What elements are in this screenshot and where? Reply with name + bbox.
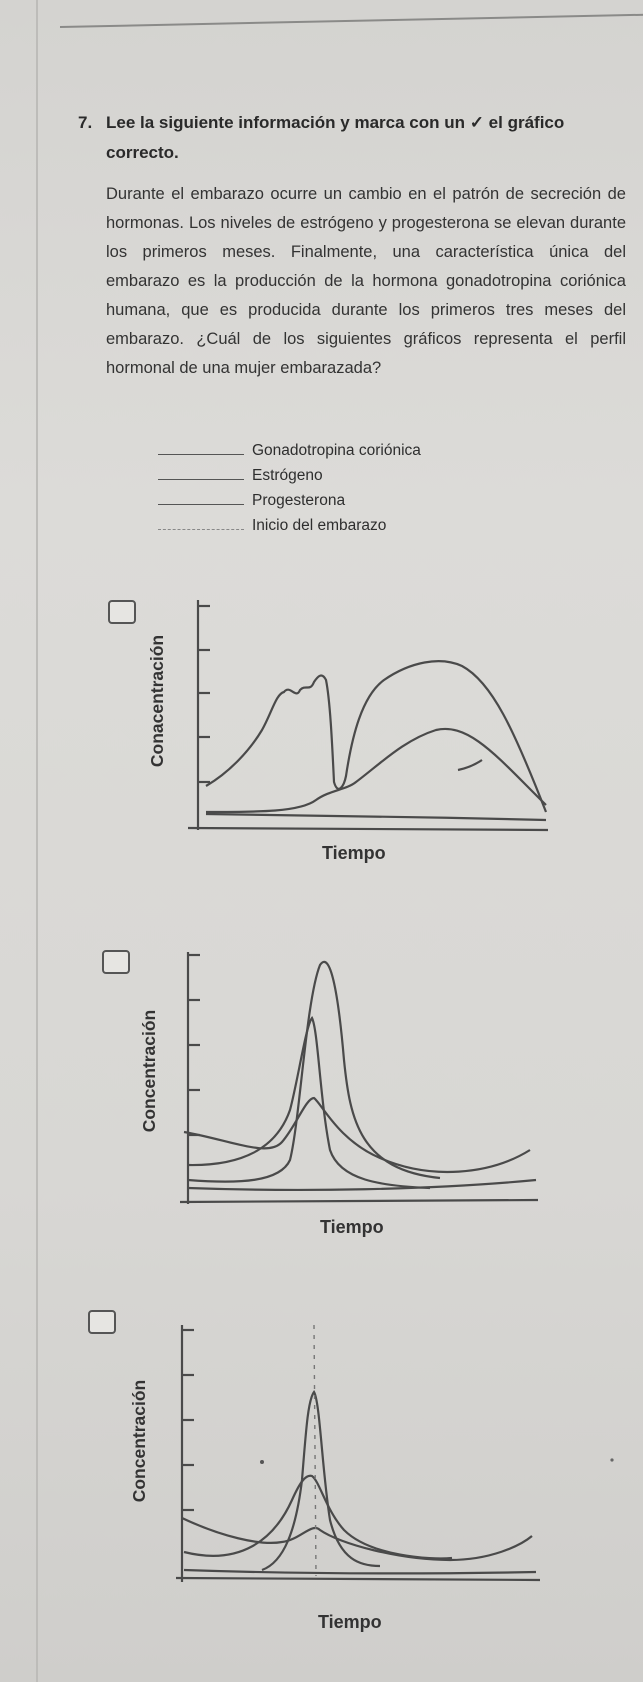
low-peak-curve [183, 1096, 531, 1173]
option-a-xlabel: Tiempo [322, 843, 386, 863]
legend-label: Estrógeno [252, 467, 323, 484]
hormone-curve-2 [205, 727, 547, 814]
legend-label: Inicio del embarazo [252, 517, 387, 534]
page-fold [36, 0, 38, 1682]
question-header: 7. Lee la siguiente información y marca … [78, 108, 618, 168]
option-b-graph [179, 952, 539, 1204]
pregnancy-start-dashed-line [313, 1324, 317, 1577]
baseline-curve [205, 812, 547, 822]
tall-peak-curve [261, 1390, 381, 1572]
option-b-checkbox[interactable] [102, 950, 130, 974]
small-dash [457, 759, 483, 772]
question-prompt: Lee la siguiente información y marca con… [106, 113, 565, 162]
legend-label: Progesterona [252, 492, 346, 509]
mid-peak-curve [183, 1474, 453, 1560]
legend: Gonadotropina coriónica Estrógeno Proges… [158, 440, 518, 540]
ink-dot [610, 1458, 614, 1462]
passage-text: Durante el embarazo ocurre un cambio en … [106, 185, 626, 377]
legend-item-gonadotropina: Gonadotropina coriónica [158, 440, 518, 465]
mid-peak-curve [187, 1016, 431, 1190]
legend-label: Gonadotropina coriónica [252, 442, 421, 459]
x-axis [187, 826, 549, 832]
legend-item-progesterona: Progesterona [158, 490, 518, 515]
baseline-curve [187, 1178, 537, 1192]
option-a-graph [187, 600, 549, 832]
legend-line-solid [158, 479, 244, 480]
tall-peak-curve [187, 960, 441, 1183]
question-number: 7. [78, 113, 93, 132]
legend-item-estrogeno: Estrógeno [158, 465, 518, 490]
option-a-checkbox[interactable] [108, 600, 136, 624]
option-c-xlabel: Tiempo [318, 1612, 382, 1632]
x-axis [179, 1198, 539, 1204]
legend-line-dashed [158, 529, 244, 530]
ink-dot [260, 1460, 264, 1464]
option-b-xlabel: Tiempo [320, 1217, 384, 1237]
option-c-checkbox[interactable] [88, 1310, 116, 1334]
legend-line-solid [158, 454, 244, 455]
legend-item-inicio-embarazo: Inicio del embarazo [158, 515, 518, 540]
low-curve [181, 1517, 533, 1562]
legend-line-solid [158, 504, 244, 505]
x-axis [175, 1576, 541, 1582]
gonadotropina-curve [205, 660, 548, 813]
baseline-curve [183, 1568, 537, 1575]
